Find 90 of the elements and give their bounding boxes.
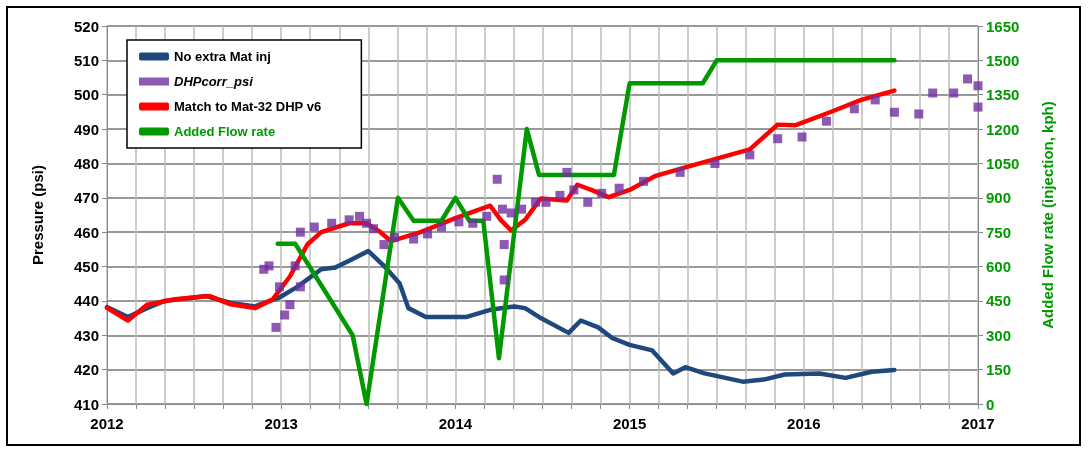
point: [497, 204, 507, 214]
point: [541, 197, 551, 207]
point: [362, 218, 372, 228]
point: [569, 185, 579, 195]
point: [280, 310, 290, 320]
point: [583, 197, 593, 207]
point: [271, 322, 281, 332]
point: [517, 204, 527, 214]
point: [639, 176, 649, 186]
legend-label: DHPcorr_psi: [174, 74, 254, 89]
point: [344, 215, 354, 225]
line-series: [104, 88, 897, 323]
point: [889, 107, 899, 117]
point: [492, 174, 502, 184]
x-tick-label: 2015: [612, 415, 647, 432]
point: [963, 74, 973, 84]
y-tick-label: 470: [73, 189, 99, 207]
line-series: [275, 58, 897, 407]
point: [821, 116, 831, 126]
point: [797, 132, 807, 142]
y-tick-label: 410: [73, 395, 99, 413]
point: [409, 234, 419, 244]
point: [973, 102, 983, 112]
y-tick-label: 460: [73, 223, 99, 241]
point: [870, 95, 880, 105]
x-tick-label: 2012: [90, 415, 124, 432]
x-tick-label: 2016: [787, 415, 821, 432]
point: [949, 88, 959, 98]
point: [928, 88, 938, 98]
point: [482, 211, 492, 221]
y2-tick-label: 750: [986, 223, 1012, 241]
y2-tick-label: 1050: [986, 154, 1020, 172]
point: [773, 134, 783, 144]
y-axis-title: Pressure (psi): [29, 164, 46, 266]
x-tick-label: 2014: [438, 415, 473, 432]
legend-label: Added Flow rate: [174, 124, 276, 139]
point: [355, 211, 365, 221]
y2-tick-label: 1200: [986, 120, 1020, 138]
point: [423, 229, 433, 239]
y2-tick-label: 1350: [986, 86, 1020, 104]
point: [973, 81, 983, 91]
y2-tick-label: 900: [986, 189, 1012, 207]
point: [327, 218, 337, 228]
y2-tick-label: 300: [986, 326, 1012, 344]
y-tick-label: 420: [73, 361, 99, 379]
point: [454, 217, 464, 227]
point: [597, 188, 607, 198]
point: [531, 197, 541, 207]
point: [710, 158, 720, 168]
y-tick-label: 520: [73, 17, 99, 35]
y2-tick-label: 0: [986, 395, 995, 413]
y2-tick-label: 150: [986, 361, 1012, 379]
point: [274, 282, 284, 292]
point: [264, 261, 274, 271]
y2-tick-label: 1650: [986, 17, 1020, 35]
y-tick-label: 490: [73, 120, 99, 138]
point: [614, 183, 624, 193]
y-tick-label: 430: [73, 326, 99, 344]
point: [295, 282, 305, 292]
point: [389, 232, 399, 242]
y2-tick-label: 450: [986, 292, 1012, 310]
y-tick-label: 440: [73, 292, 99, 310]
y-tick-label: 500: [73, 86, 99, 104]
point: [499, 240, 509, 250]
point: [295, 227, 305, 237]
y2-tick-label: 600: [986, 258, 1012, 276]
y2-axis-title: Added Flow rate (injection, kph): [1039, 101, 1056, 329]
point: [675, 167, 685, 177]
point: [468, 218, 478, 228]
point: [555, 190, 565, 200]
y-tick-label: 480: [73, 154, 99, 172]
y-tick-label: 450: [73, 258, 99, 276]
x-tick-label: 2013: [264, 415, 298, 432]
legend-label: No extra Mat inj: [174, 49, 271, 64]
point: [285, 300, 295, 310]
y-tick-label: 510: [73, 51, 99, 69]
point: [369, 224, 379, 234]
point: [290, 261, 300, 271]
point: [309, 222, 319, 232]
legend-label: Match to Mat-32 DHP v6: [174, 99, 322, 114]
point: [849, 104, 859, 114]
x-tick-label: 2017: [961, 415, 995, 432]
point: [562, 167, 572, 177]
point: [499, 275, 509, 285]
y2-tick-label: 1500: [986, 51, 1020, 69]
point: [914, 109, 924, 119]
point: [379, 240, 389, 250]
point: [745, 150, 755, 160]
point: [436, 222, 446, 232]
point: [506, 208, 516, 218]
